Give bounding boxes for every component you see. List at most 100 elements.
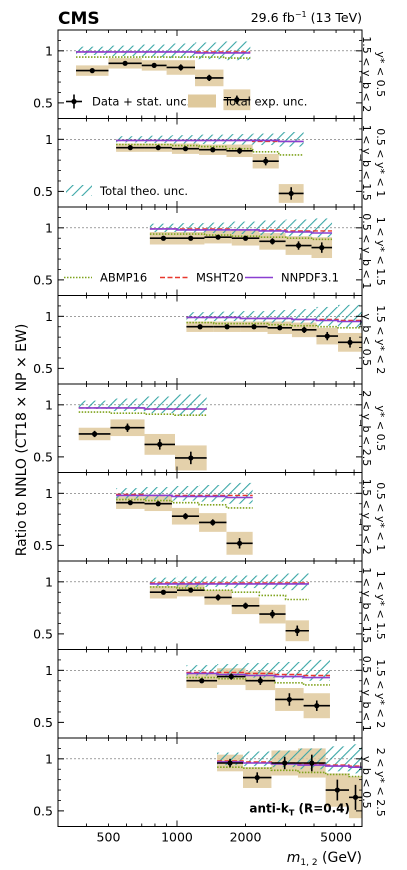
theo-unc-band [231,221,260,235]
yb-range-label: 1.5 < y_b < 2 [360,479,373,555]
rapidity-label: 1.5 < y* < 20.5 < y_b < 1 [360,656,387,732]
ystar-range-label: 0.5 < y* < 1 [374,128,387,197]
abmp16-curve [149,586,309,601]
data-point [319,245,325,251]
data-point [286,696,292,703]
y-tick-label: 0.5 [33,715,53,730]
x-axis-label: m1, 2 (GeV) [287,850,362,868]
data-point [210,519,216,526]
nnpdf31-curve [116,139,304,143]
y-tick-label: 0.5 [33,184,53,199]
data-point [122,60,128,66]
y-tick-label: 1 [45,751,53,766]
data-point [206,75,212,81]
rapidity-label: 1.5 < y* < 2y_b < 0.5 [360,305,387,374]
legend-abmp-label: ABMP16 [100,271,147,285]
yb-range-label: 1 < y_b < 1.5 [360,125,373,201]
theo-unc-band [291,309,317,324]
nnpdf31-curve [116,494,253,499]
theo-unc-band [226,482,253,504]
ystar-range-label: 1 < y* < 1.5 [374,571,387,640]
yb-range-label: 0.5 < y_b < 1 [360,656,373,732]
data-point [160,235,167,241]
theo-unc-band [325,746,350,772]
y-tick-label: 0.5 [33,95,53,110]
experiment-label: CMS [58,9,100,29]
panel-plot-area [58,132,362,203]
yb-range-label: 1 < y_b < 1.5 [360,567,373,643]
data-point [309,760,315,766]
theo-unc-band [285,219,312,237]
data-point [188,235,194,241]
theo-unc-band [204,576,232,588]
y-tick-label: 0.5 [33,803,53,818]
theo-unc-band [144,396,176,414]
y-tick-label: 1 [45,220,53,235]
ystar-range-label: 0.5 < y* < 1 [374,482,387,551]
data-point [182,146,189,152]
panel-9: 0.5 1 2 < y* < 2.5y_b < 0.5 [33,737,387,827]
algorithm-annotation: anti-kT (R=0.4) [249,802,350,818]
data-point [127,145,133,151]
theo-unc-band [226,134,253,145]
data-point [227,760,233,766]
panels-group: 0.5 1 y* < 0.5 1.5 < y_b < 2 0.5 1 0.5 < y* < … [33,29,387,845]
data-point [277,325,283,331]
data-point [151,62,157,68]
theo-unc-band [144,487,172,500]
msht20-curve [186,671,330,677]
data-point [234,97,240,103]
panel-frame [57,560,363,650]
theo-unc-band [199,134,227,145]
data-point [269,611,276,617]
data-point [324,333,330,339]
legends-group: Data + stat. unc. Total exp. unc. Total th… [64,94,350,818]
legend-exp-swatch [188,94,216,108]
theo-unc-band [278,132,304,147]
data-point [178,64,184,71]
theo-unc-band [144,135,172,143]
y-tick-label: 1 [45,663,53,678]
data-point [155,145,161,151]
data-point [210,147,216,153]
msht20-curve [149,228,332,232]
data-point [301,327,307,333]
yb-range-label: 2 < y_b < 2.5 [360,390,373,466]
data-point [242,235,249,241]
panel-plot-area [58,744,362,819]
panel-7: 0.5 1 1 < y* < 1.51 < y_b < 1.5 [33,560,387,650]
panel-plot-area [58,304,362,352]
y-tick-label: 0.5 [33,449,53,464]
ystar-range-label: 1.5 < y* < 2 [374,659,387,728]
y-tick-label: 0.5 [33,538,53,553]
nnpdf31-curve [76,51,251,54]
panel-frame [57,737,363,827]
panel-8: 0.5 1 1.5 < y* < 20.5 < y_b < 1 [33,649,387,739]
rapidity-label: 2 < y* < 2.5y_b < 0.5 [360,748,387,817]
data-point [269,238,276,244]
theo-unc-band [316,306,339,326]
theo-unc-band [186,665,218,676]
theo-unc-band [243,751,272,767]
data-point [124,425,131,431]
data-point [236,540,243,546]
data-point [215,234,221,240]
rapidity-label: 1 < y* < 1.51 < y_b < 1.5 [360,567,387,643]
ystar-range-label: y* < 0.5 [374,51,387,97]
x-tick-label: 500 [97,830,121,845]
theo-unc-band [311,218,333,238]
nnpdf31-curve [186,672,330,679]
abmp16-curve [76,56,251,59]
theo-unc-band [171,486,200,501]
data-point [282,760,288,766]
panel-frame [57,295,363,385]
y-tick-label: 0.5 [33,272,53,287]
data-point [242,603,249,609]
abmp16-curve [217,766,362,778]
data-point [224,324,230,330]
algorithm-name: anti-k [249,802,289,816]
x-tick-label: 2000 [230,830,262,845]
panel-4: 0.5 1 1.5 < y* < 2y_b < 0.5 [33,295,387,385]
theo-unc-band [116,136,145,143]
